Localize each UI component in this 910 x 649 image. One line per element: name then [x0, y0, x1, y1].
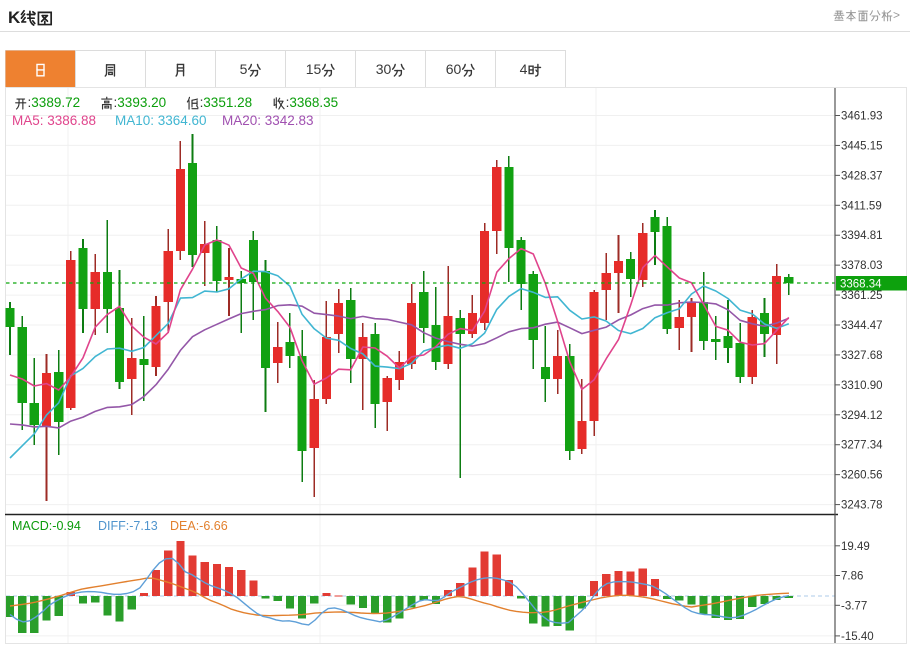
- svg-text:-3.77: -3.77: [841, 600, 867, 612]
- svg-text:3394.81: 3394.81: [841, 230, 883, 242]
- svg-text:3344.47: 3344.47: [841, 320, 883, 332]
- svg-text:5: 5: [240, 61, 248, 77]
- svg-text:19.49: 19.49: [841, 541, 870, 553]
- svg-text:3361.25: 3361.25: [841, 290, 883, 302]
- svg-text:MA5: 3386.88: MA5: 3386.88: [12, 113, 96, 128]
- svg-text::: :: [286, 95, 290, 110]
- svg-text::: :: [200, 95, 204, 110]
- svg-text:3368.35: 3368.35: [289, 95, 338, 110]
- svg-text:3351.28: 3351.28: [203, 95, 252, 110]
- svg-text:K: K: [8, 8, 21, 27]
- svg-text::: :: [28, 95, 32, 110]
- svg-text:3243.78: 3243.78: [841, 500, 883, 512]
- svg-text:3461.93: 3461.93: [841, 111, 883, 123]
- svg-text:MA20: 3342.83: MA20: 3342.83: [222, 113, 314, 128]
- svg-text:3277.34: 3277.34: [841, 440, 883, 452]
- svg-text:3368.34: 3368.34: [840, 279, 882, 291]
- svg-text:3327.68: 3327.68: [841, 350, 883, 362]
- svg-text:3310.90: 3310.90: [841, 380, 883, 392]
- svg-text:15: 15: [306, 61, 322, 77]
- svg-text:>: >: [893, 8, 900, 22]
- svg-text:3393.20: 3393.20: [117, 95, 166, 110]
- svg-text::: :: [114, 95, 118, 110]
- svg-text:MACD:-0.94: MACD:-0.94: [12, 519, 81, 533]
- svg-text:4: 4: [520, 61, 528, 77]
- svg-text:3378.03: 3378.03: [841, 260, 883, 272]
- svg-text:3294.12: 3294.12: [841, 410, 883, 422]
- svg-text:3260.56: 3260.56: [841, 470, 883, 482]
- svg-text:DEA:-6.66: DEA:-6.66: [170, 519, 228, 533]
- svg-text:DIFF:-7.13: DIFF:-7.13: [98, 519, 158, 533]
- svg-text:3389.72: 3389.72: [31, 95, 80, 110]
- svg-text:-15.40: -15.40: [841, 631, 874, 643]
- svg-text:3411.59: 3411.59: [841, 200, 882, 212]
- svg-text:7.86: 7.86: [841, 571, 863, 583]
- svg-text:60: 60: [446, 61, 462, 77]
- svg-text:3428.37: 3428.37: [841, 170, 883, 182]
- svg-text:30: 30: [376, 61, 392, 77]
- svg-text:MA10: 3364.60: MA10: 3364.60: [115, 113, 207, 128]
- svg-text:3445.15: 3445.15: [841, 140, 883, 152]
